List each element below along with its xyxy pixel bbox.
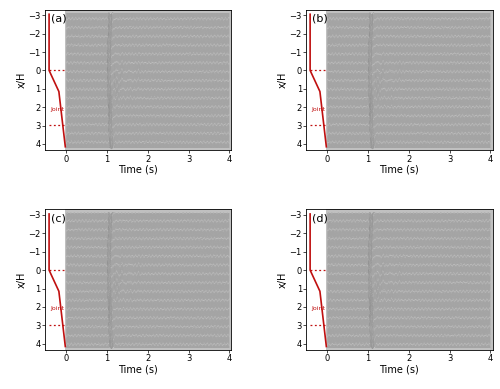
Text: (d): (d) — [312, 214, 328, 224]
X-axis label: Time (s): Time (s) — [118, 165, 158, 175]
Text: (a): (a) — [50, 14, 66, 24]
X-axis label: Time (s): Time (s) — [118, 364, 158, 375]
Y-axis label: x/H: x/H — [278, 272, 288, 288]
Bar — [326, 209, 492, 350]
Y-axis label: x/H: x/H — [17, 272, 27, 288]
Text: Joint: Joint — [312, 107, 326, 112]
Text: Joint: Joint — [50, 306, 64, 311]
Bar — [66, 209, 232, 350]
Bar — [66, 10, 232, 151]
Text: Joint: Joint — [50, 107, 64, 112]
Bar — [326, 10, 492, 151]
Y-axis label: x/H: x/H — [17, 72, 27, 88]
Text: (c): (c) — [50, 214, 66, 224]
X-axis label: Time (s): Time (s) — [380, 364, 419, 375]
Y-axis label: x/H: x/H — [278, 72, 288, 88]
Text: (b): (b) — [312, 14, 328, 24]
X-axis label: Time (s): Time (s) — [380, 165, 419, 175]
Text: Joint: Joint — [312, 306, 326, 311]
